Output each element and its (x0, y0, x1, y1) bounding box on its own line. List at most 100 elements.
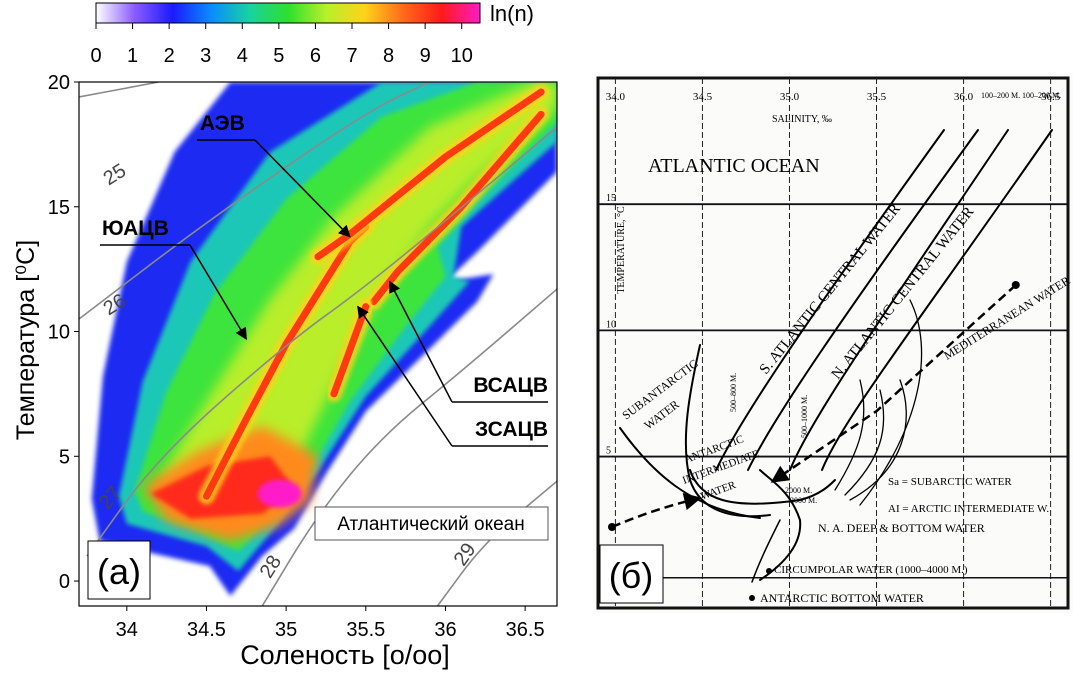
curve-deep-2 (844, 389, 885, 496)
curve-deep-4 (859, 299, 923, 506)
isoline-25 (79, 82, 159, 98)
x-tick-label: 35 (275, 619, 297, 641)
annotation-arrow (389, 280, 453, 403)
panel-b-x-tick-label: 34.0 (606, 91, 626, 103)
label-na-deep-bottom-water: N. A. DEEP & BOTTOM WATER (818, 521, 985, 535)
x-tick-label: 36.5 (506, 619, 545, 641)
panel-label-box (87, 540, 151, 600)
panel-b-background (593, 73, 1073, 613)
colorbar-tick-label: 3 (200, 45, 211, 67)
annotation-label: ВСАЦВ (473, 374, 548, 397)
curve-aaiw (689, 469, 836, 505)
panel-b-x-tick-label: 34.5 (693, 91, 713, 103)
colorbar-tick-label: 8 (383, 45, 394, 67)
y-tick-label: 0 (59, 571, 70, 593)
annotation-arrow (254, 139, 351, 238)
y-axis-ticks: 0 5 10 15 20 (48, 72, 79, 593)
colorbar-tick-label: 5 (273, 45, 284, 67)
colorbar-tick-label: 4 (237, 45, 248, 67)
curve-deep-3 (849, 379, 907, 501)
annotation-arrow (189, 244, 247, 341)
isoline-28 (261, 288, 557, 606)
density-isolines (79, 82, 557, 606)
water-mass-annotations: АЭВ ЮАЦВ ВСАЦВ ЗСАЦВ (100, 112, 548, 447)
x-tick-label: 34.5 (187, 619, 226, 641)
panel-b-y-tick-label: 15 (606, 193, 616, 204)
x-axis-title: Соленость [о/оо] (240, 640, 450, 670)
depth-label-nacw: 100–200 M. (1022, 91, 1061, 100)
colorbar-tick-label: 10 (451, 45, 473, 67)
curve-circumpolar (751, 519, 781, 583)
x-tick-label: 34 (116, 619, 138, 641)
ridge-line (330, 303, 370, 398)
y-tick-label: 10 (48, 322, 70, 344)
legend-box-text: Атлантический океан (337, 514, 525, 535)
colorbar-gradient (95, 2, 481, 24)
annotation-label: ЮАЦВ (102, 217, 169, 240)
legend-sa: Sa = SUBARCTIC WATER (888, 476, 1012, 488)
depth-label-nacw-bottom: 500–1000 M. (800, 395, 809, 438)
panel-b-x-tick-label: 36.5 (1041, 91, 1061, 103)
colorbar-tick-label: 2 (164, 45, 175, 67)
panel-b-grid: 34.0 34.5 35.0 35.5 36.0 36.5 5 10 15 (598, 78, 1068, 608)
curve-nacw-right (821, 129, 1053, 471)
panel-b-y-axis-title: TEMPERATURE, °C (616, 206, 627, 294)
isoline-29 (436, 480, 557, 606)
curve-deep-1 (834, 379, 865, 491)
colorbar-ticks: 0 1 2 3 4 5 6 7 8 9 10 (90, 23, 473, 67)
curve-subantarctic-2 (684, 344, 771, 518)
panel-b-frame (596, 76, 1070, 610)
inflow-dot (608, 523, 616, 531)
panel-b-x-tick-label: 35.0 (780, 91, 800, 103)
colorbar-label: ln(n) (490, 1, 534, 26)
panel-b: 34.0 34.5 35.0 35.5 36.0 36.5 5 10 15 ATLANTIC O… (593, 73, 1073, 613)
y-tick-label: 20 (48, 72, 70, 94)
curve-mediterranean (770, 284, 1017, 483)
isoline-27 (86, 126, 557, 557)
panel-b-label: (б) (609, 555, 654, 596)
colorbar-tick-label: 9 (420, 45, 431, 67)
panel-b-label-box (599, 544, 664, 604)
annotation-label: АЭВ (200, 112, 245, 135)
panel-b-x-tick-label: 36.0 (954, 91, 974, 103)
panel-b-water-mass-curves (608, 129, 1053, 601)
density-field (91, 82, 557, 596)
panel-b-x-tick-label: 35.5 (867, 91, 887, 103)
curve-sacw-right (747, 129, 979, 471)
x-tick-label: 35.5 (346, 619, 385, 641)
depth-label-sacw-bottom: 500–800 M. (729, 373, 738, 412)
panel-b-y-tick-label: 5 (606, 446, 611, 457)
bottom-water-dot (749, 595, 755, 601)
panel-b-y-tick-label: 10 (606, 319, 616, 330)
colorbar-tick-label: 0 (90, 45, 101, 67)
depth-label-sacw: 100–200 M. (981, 91, 1020, 100)
ridge-line (370, 110, 545, 306)
annotation-label: ЗСАЦВ (475, 418, 548, 441)
x-tick-label: 36 (434, 619, 456, 641)
density-peak (257, 479, 302, 508)
panel-b-x-axis-title: SALINITY, ‰ (772, 114, 832, 125)
curve-sacw-left (715, 129, 945, 471)
label-circumpolar-water: CIRCUMPOLAR WATER (1000–4000 M.) (774, 564, 968, 576)
plot-area-frame (78, 81, 558, 607)
ridge-line (314, 88, 545, 261)
colorbar-tick-label: 6 (310, 45, 321, 67)
y-tick-label: 5 (59, 446, 70, 468)
y-axis-title: Температура [⁰C] (12, 240, 40, 440)
panel-label: (а) (97, 551, 141, 592)
curve-inflow-left (611, 493, 702, 529)
legend-box (314, 506, 549, 541)
depth-label-2000: 2000 M. (785, 486, 812, 495)
colorbar: ln(n) 0 1 2 3 4 5 6 7 8 9 10 (90, 1, 534, 67)
panel-b-title: ATLANTIC OCEAN (648, 155, 820, 177)
label-antarctic-bottom-water: ANTARCTIC BOTTOM WATER (760, 591, 924, 605)
annotation-arrow (357, 305, 453, 447)
colorbar-tick-label: 7 (346, 45, 357, 67)
circumpolar-dot (766, 568, 772, 574)
legend-ai: AI = ARCTIC INTERMEDIATE W. (888, 503, 1049, 515)
depth-label-3000: 3000 M. (790, 496, 817, 505)
x-axis-ticks: 34 34.5 35 35.5 36 36.5 (116, 606, 545, 641)
